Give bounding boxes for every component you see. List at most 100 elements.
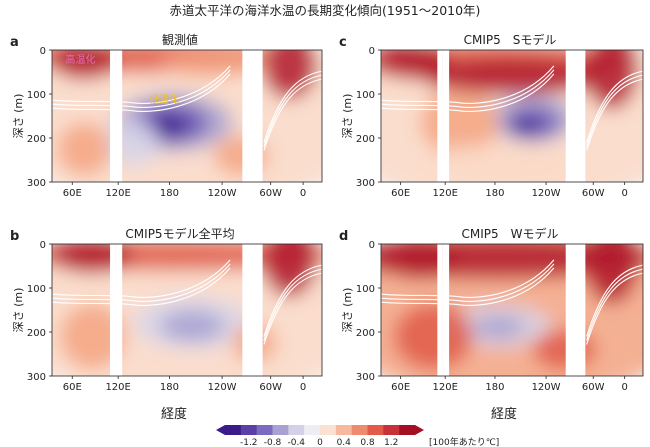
panel-a-y-tick-label: 300 — [27, 178, 46, 189]
panel-d-land-gap — [565, 244, 586, 376]
panel-a-title: 観測値 — [162, 32, 198, 47]
panel-c-isotherm — [381, 73, 555, 112]
panel-b-field — [52, 244, 322, 376]
panel-d-x-tick-label: 0 — [621, 382, 627, 393]
panel-c-anomaly-region — [420, 57, 604, 95]
panel-a-land-gap — [110, 50, 116, 182]
panel-c: c CMIP5 Sモデル 0 100 200 300 深さ (m) 60E 120E 180 120… — [339, 32, 644, 199]
panel-b-x-tick-label: 0 — [300, 382, 306, 393]
panel-a-y-tick-label: 0 — [40, 46, 46, 57]
colorbar-tick-label: -0.8 — [264, 438, 282, 447]
panel-b-y-axis-label: 深さ (m) — [12, 288, 25, 333]
panel-a-x-tick-label: 180 — [160, 188, 179, 199]
panel-a-x-tick-label: 60W — [259, 188, 282, 199]
colorbar-tick-label: 0.4 — [337, 438, 352, 447]
panel-a-isotherm — [263, 70, 322, 143]
panel-a-annotation: 低温化 — [149, 93, 179, 106]
panel-d-x-tick-label: 180 — [485, 382, 504, 393]
panel-b-isotherm — [263, 264, 322, 337]
panel-b: b CMIP5モデル全平均 0 100 200 300 深さ (m) 60E 120E 180 12… — [10, 226, 323, 393]
colorbar-swatch — [272, 425, 289, 435]
panel-a-y-tick-label: 100 — [27, 90, 46, 101]
panel-d-x-tick-label: 60E — [391, 382, 410, 393]
panel-c-y-axis-label: 深さ (m) — [341, 94, 354, 139]
panel-c-anomaly-region — [512, 118, 539, 135]
panel-b-label: b — [10, 229, 19, 244]
panel-c-isotherm — [381, 65, 555, 104]
panel-a-label: a — [10, 35, 19, 50]
panel-b-x-tick-label: 180 — [160, 382, 179, 393]
panel-a-x-tick-label: 120W — [208, 188, 237, 199]
panel-d-isotherm — [586, 268, 643, 341]
panel-a-isotherm — [52, 69, 231, 108]
panel-b-isotherm — [52, 263, 231, 302]
panel-a-x-tick-label: 0 — [300, 188, 306, 199]
panel-c-y-tick-label: 100 — [356, 90, 375, 101]
panel-b-land-gap — [115, 244, 123, 376]
panel-d-isotherm — [586, 264, 643, 337]
panel-a-land-gap — [115, 50, 123, 182]
colorbar-tick-label: -0.4 — [287, 438, 305, 447]
panel-d-x-tick-label: 120W — [532, 382, 561, 393]
panel-a-x-tick-label: 120E — [105, 188, 130, 199]
colorbar-swatch — [320, 425, 337, 435]
panel-b-land-gap — [110, 244, 116, 376]
panel-c-land-gap — [437, 50, 443, 182]
panel-c-land-gap — [442, 50, 450, 182]
colorbar-tick-label: 1.2 — [384, 438, 398, 447]
panel-a-anomaly-region — [160, 50, 268, 77]
panel-c-field — [381, 50, 643, 182]
panel-c-y-tick-label: 0 — [369, 46, 375, 57]
panel-d-y-tick-label: 300 — [356, 372, 375, 383]
panel-b-x-tick-label: 120W — [208, 382, 237, 393]
panel-a-isotherm — [263, 78, 322, 151]
panel-c-y-tick-label: 300 — [356, 178, 375, 189]
panel-c-x-tick-label: 60E — [391, 188, 410, 199]
panel-d-y-axis-label: 深さ (m) — [341, 288, 354, 333]
panel-d-y-tick-label: 100 — [356, 284, 375, 295]
panel-a-y-tick-label: 200 — [27, 134, 46, 145]
panel-b-land-gap — [242, 244, 263, 376]
colorbar-max-arrow — [415, 425, 424, 435]
x-axis-label-left: 経度 — [161, 406, 187, 422]
colorbar-swatch — [304, 425, 321, 435]
panel-d-land-gap — [437, 244, 443, 376]
panel-b-y-tick-label: 300 — [27, 372, 46, 383]
panel-a-land-gap — [242, 50, 263, 182]
panel-b-anomaly-region — [60, 303, 125, 370]
panel-b-anomaly-region — [160, 310, 225, 342]
panel-a-isotherm — [52, 73, 231, 112]
panel-a-anomaly-region — [262, 50, 317, 99]
panel-d-anomaly-region — [472, 315, 526, 340]
panel-d-y-tick-label: 0 — [369, 240, 375, 251]
panel-c-isotherm — [586, 78, 643, 151]
panel-b-y-tick-label: 100 — [27, 284, 46, 295]
panel-c-isotherm — [586, 70, 643, 143]
panel-c-anomaly-region — [585, 50, 638, 110]
panel-d-title: CMIP5 Wモデル — [461, 226, 558, 241]
panel-d-label: d — [339, 229, 348, 244]
panel-b-title: CMIP5モデル全平均 — [125, 226, 234, 241]
figure-title: 赤道太平洋の海洋水温の長期変化傾向(1951～2010年) — [170, 3, 481, 18]
panel-c-x-tick-label: 0 — [621, 188, 627, 199]
panel-d-isotherm — [586, 272, 643, 345]
panel-d-x-tick-label: 120E — [432, 382, 457, 393]
panel-b-y-tick-label: 200 — [27, 328, 46, 339]
panel-c-x-tick-label: 120W — [532, 188, 561, 199]
colorbar-swatch — [383, 425, 400, 435]
panel-a-y-axis-label: 深さ (m) — [12, 94, 25, 139]
panel-b-isotherm — [52, 259, 231, 298]
panel-b-isotherm — [263, 268, 322, 341]
panel-a-anomaly-region — [57, 122, 112, 176]
colorbar-tick-label: 0.8 — [360, 438, 375, 447]
panel-d-land-gap — [442, 244, 450, 376]
panel-d-anomaly-region — [394, 303, 473, 370]
panel-c-isotherm — [381, 69, 555, 108]
panel-c-label: c — [339, 35, 347, 50]
panel-d-isotherm — [381, 263, 555, 302]
panel-b-frame — [51, 243, 323, 377]
panel-a-field — [52, 50, 322, 182]
